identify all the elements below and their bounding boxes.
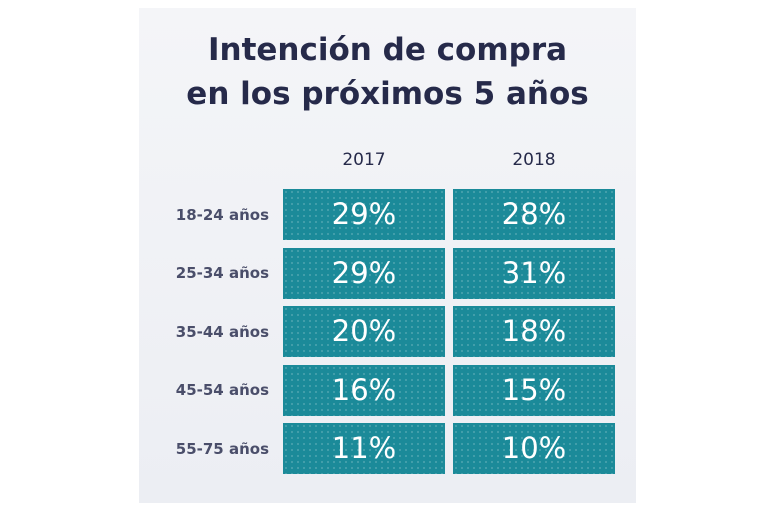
value-cell: 11% <box>283 423 445 474</box>
row-label: 25-34 años <box>175 264 269 282</box>
row-label: 45-54 años <box>175 381 269 399</box>
chart-title: Intención de compra en los próximos 5 añ… <box>139 28 636 116</box>
row-label: 55-75 años <box>175 439 269 458</box>
value-cell: 29% <box>283 189 445 240</box>
value-cell: 15% <box>453 364 615 416</box>
value-cell: 31% <box>453 247 615 299</box>
column-header-2018: 2018 <box>512 150 556 170</box>
column-header-2017: 2017 <box>342 150 386 170</box>
chart-title-line-1: Intención de compra <box>207 32 568 68</box>
row-label: 35-44 años <box>175 322 269 341</box>
value-cell: 10% <box>453 423 615 474</box>
value-cell: 29% <box>283 247 445 299</box>
row-label: 18-24 años <box>175 205 269 224</box>
chart-title-line-2: en los próximos 5 años <box>186 76 589 112</box>
value-cell: 28% <box>453 189 615 240</box>
value-cell: 20% <box>283 306 445 357</box>
value-cell: 16% <box>283 364 445 416</box>
value-cell: 18% <box>453 306 615 357</box>
